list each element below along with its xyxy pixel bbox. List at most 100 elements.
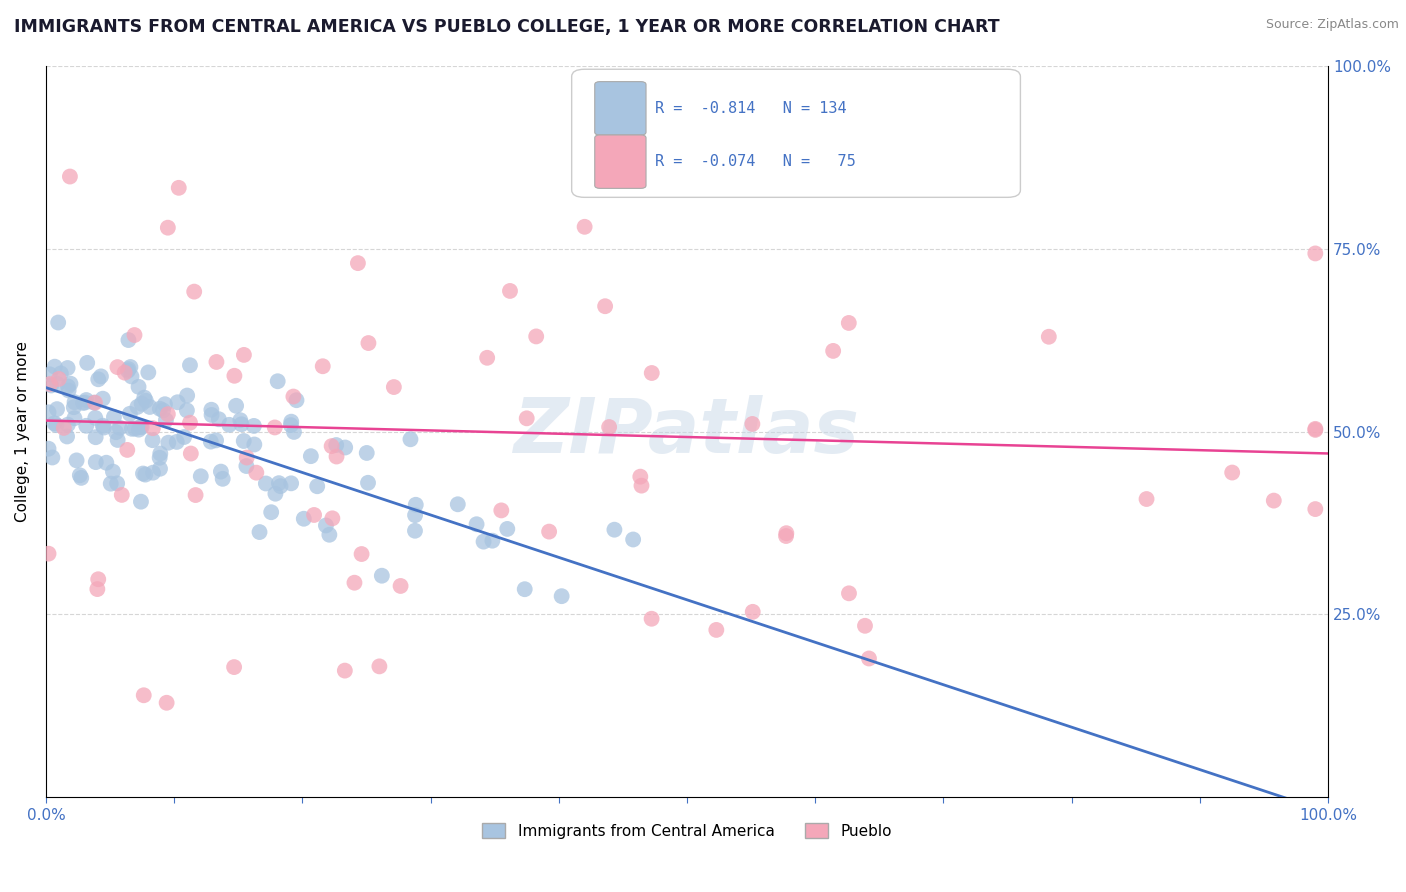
Point [142, 421, 165, 435]
Point [59, 169, 82, 184]
Point [91, 418, 114, 433]
Point [44, 359, 66, 374]
Point [267, 374, 290, 388]
FancyBboxPatch shape [595, 135, 645, 188]
Point [131, 397, 153, 411]
Point [347, 256, 370, 270]
Text: R =  -0.074   N =   75: R = -0.074 N = 75 [655, 154, 856, 169]
Point [179, 358, 201, 372]
Point [86, 582, 108, 596]
Point [496, 522, 519, 536]
Point [475, 351, 498, 365]
Point [1305, 423, 1327, 437]
Point [107, 433, 129, 447]
Point [117, 364, 139, 378]
Point [149, 462, 172, 476]
Point [382, 380, 405, 394]
Point [404, 508, 426, 523]
Point [91, 392, 114, 406]
Point [224, 368, 246, 383]
Point [285, 393, 308, 408]
Point [550, 589, 572, 603]
Point [157, 435, 180, 450]
Y-axis label: College, 1 year or more: College, 1 year or more [15, 341, 30, 522]
Point [184, 488, 207, 502]
Point [513, 582, 536, 597]
Point [75, 418, 97, 433]
Point [45, 418, 67, 433]
Point [465, 517, 488, 532]
Point [1305, 246, 1327, 260]
Point [283, 425, 305, 439]
Point [121, 369, 143, 384]
Point [117, 442, 139, 457]
Point [118, 407, 141, 421]
Point [142, 466, 165, 480]
Point [75, 392, 97, 407]
Point [149, 401, 172, 416]
Point [200, 434, 222, 449]
Point [46, 402, 69, 417]
Point [117, 333, 139, 347]
Point [280, 415, 302, 429]
Point [59, 376, 82, 391]
Point [1305, 502, 1327, 516]
Point [775, 526, 797, 541]
Point [218, 417, 240, 432]
Point [128, 380, 150, 394]
Point [404, 524, 426, 538]
Point [630, 478, 652, 492]
Point [39, 377, 62, 392]
Point [183, 285, 205, 299]
Point [235, 458, 257, 473]
Point [63, 411, 86, 425]
Point [524, 329, 547, 343]
FancyBboxPatch shape [572, 70, 1021, 197]
Point [205, 434, 228, 448]
Point [124, 421, 146, 435]
Point [180, 446, 202, 460]
Point [65, 453, 87, 467]
Point [58, 384, 80, 398]
Point [516, 411, 538, 425]
Point [167, 181, 190, 195]
Point [574, 219, 596, 234]
Point [46, 377, 69, 392]
Point [56, 417, 79, 432]
Point [205, 355, 228, 369]
Point [131, 420, 153, 434]
Point [129, 494, 152, 508]
Point [823, 343, 845, 358]
Point [156, 220, 179, 235]
Point [447, 497, 470, 511]
Point [640, 612, 662, 626]
Point [41, 450, 63, 465]
Point [283, 390, 305, 404]
Point [156, 407, 179, 421]
Point [56, 429, 79, 443]
Point [200, 402, 222, 417]
Point [603, 523, 626, 537]
Point [641, 366, 664, 380]
Point [491, 503, 513, 517]
Point [87, 572, 110, 586]
Point [83, 395, 105, 409]
Point [264, 486, 287, 500]
Point [84, 455, 107, 469]
Point [87, 372, 110, 386]
Point [128, 423, 150, 437]
Point [263, 420, 285, 434]
Point [117, 362, 139, 376]
Point [73, 395, 96, 409]
Point [121, 422, 143, 436]
Point [84, 411, 107, 425]
Text: R =  -0.814   N = 134: R = -0.814 N = 134 [655, 101, 846, 116]
Legend: Immigrants from Central America, Pueblo: Immigrants from Central America, Pueblo [477, 816, 898, 845]
Point [166, 395, 188, 409]
Point [325, 438, 347, 452]
Point [129, 419, 152, 434]
Point [105, 476, 128, 491]
FancyBboxPatch shape [595, 82, 645, 135]
Point [134, 467, 156, 482]
Point [156, 696, 179, 710]
